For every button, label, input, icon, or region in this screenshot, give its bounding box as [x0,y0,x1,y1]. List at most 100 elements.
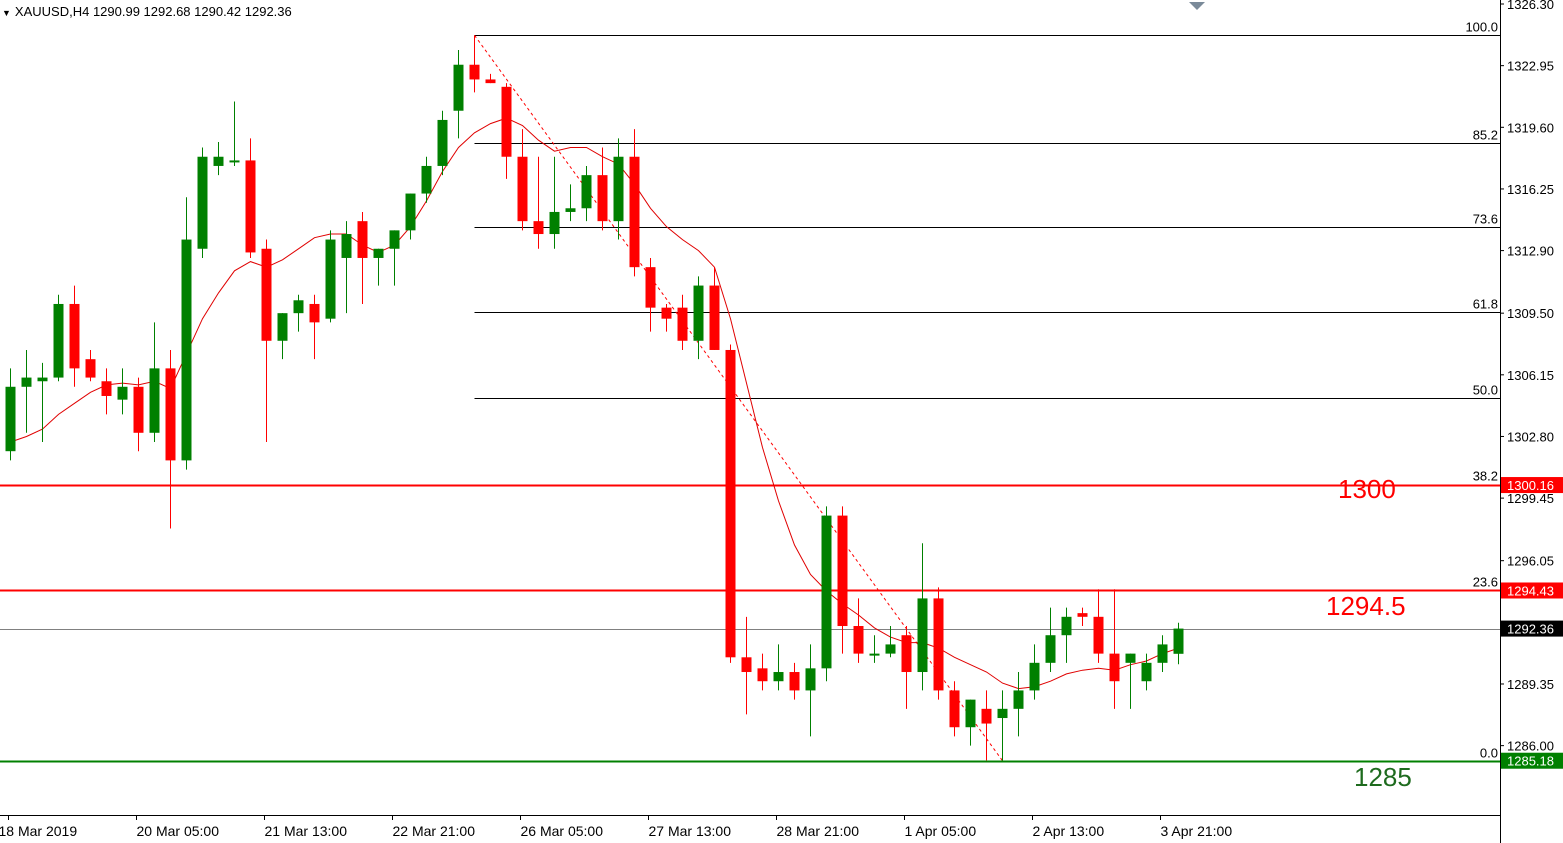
price-tick-label: 1326.30 [1507,0,1554,12]
time-tick-label: 2 Apr 13:00 [1033,823,1105,839]
annotation-1300: 1300 [1338,474,1396,504]
candle-body [917,598,928,673]
price-tick-label: 1309.50 [1507,306,1554,321]
candle-body [1125,653,1136,663]
candle-body [261,248,272,341]
candle-body [5,386,16,452]
candle-body [277,313,288,341]
price-tag-label: 1300.16 [1507,478,1554,493]
candle-body [821,515,832,669]
candle-body [453,64,464,111]
candle-body [101,381,112,396]
candle-body [517,156,528,222]
price-tick-label: 1312.90 [1507,244,1554,259]
price-tick-label: 1296.05 [1507,554,1554,569]
candle-body [1061,616,1072,636]
price-tag-box [1501,477,1563,494]
price-tick-label: 1322.95 [1507,59,1554,74]
candle-body [645,267,656,308]
candle-body [885,644,896,654]
candle-body [709,285,720,350]
candle-body [805,668,816,691]
candle-body [613,156,624,222]
fib-level-label: 73.6 [1473,212,1498,227]
fib-level-label: 85.2 [1473,128,1498,143]
time-tick-label: 22 Mar 21:00 [393,823,476,839]
candle-body [325,239,336,319]
time-tick-label: 26 Mar 05:00 [521,823,604,839]
candle-body [789,672,800,691]
candle-body [389,230,400,249]
candle-body [373,248,384,258]
price-tag-label: 1292.36 [1507,622,1554,637]
candle-body [1093,616,1104,654]
time-tick-label: 28 Mar 21:00 [777,823,860,839]
candle-body [837,515,848,627]
moving-average-line [10,117,1179,690]
candle-body [869,653,880,656]
price-tick-label: 1319.60 [1507,120,1554,135]
candle-body [581,175,592,209]
fib-level-label: 100.0 [1465,20,1498,35]
candle-body [197,156,208,249]
candle-body [773,672,784,682]
time-tick-label: 27 Mar 13:00 [649,823,732,839]
candle-body [741,657,752,673]
fib-level-label: 61.8 [1473,297,1498,312]
fib-level-label: 0.0 [1480,746,1498,761]
fib-level-label: 50.0 [1473,383,1498,398]
candle-body [213,156,224,166]
candle-body [501,86,512,157]
candle-body [1029,662,1040,691]
fib-level-label: 23.6 [1473,575,1498,590]
time-tick-label: 18 Mar 2019 [0,823,77,839]
scroll-marker-icon [1189,2,1205,10]
candle-body [997,708,1008,719]
candle-body [165,368,176,461]
candle-body [117,386,128,400]
fib-level-label: 38.2 [1473,469,1498,484]
time-tick-label: 3 Apr 21:00 [1161,823,1233,839]
time-tick-label: 20 Mar 05:00 [137,823,220,839]
candle-body [437,119,448,166]
time-tick-label: 21 Mar 13:00 [265,823,348,839]
candle-body [469,64,480,80]
candle-body [565,208,576,212]
candle-body [1109,653,1120,682]
price-tick-label: 1302.80 [1507,429,1554,444]
price-tick-label: 1286.00 [1507,739,1554,754]
candle-body [965,699,976,728]
candle-body [245,160,256,253]
price-tick-label: 1306.15 [1507,368,1554,383]
annotation-1285: 1285 [1354,762,1412,792]
annotation-1294-5: 1294.5 [1326,591,1406,621]
candle-body [629,156,640,268]
candle-body [1077,613,1088,617]
candle-body [757,668,768,682]
candle-body [661,307,672,319]
price-tick-label: 1299.45 [1507,491,1554,506]
candle-body [69,303,80,369]
candle-body [21,377,32,387]
candle-body [677,307,688,341]
candle-body [149,368,160,433]
price-tag-label: 1294.43 [1507,583,1554,598]
candle-body [597,175,608,222]
dropdown-arrow-icon[interactable]: ▼ [2,8,11,18]
symbol-header: ▼ XAUUSD,H4 1290.99 1292.68 1290.42 1292.… [2,4,292,19]
candle-body [1045,635,1056,663]
candle-body [901,635,912,673]
symbol-ohlc-text: XAUUSD,H4 1290.99 1292.68 1290.42 1292.3… [14,4,292,19]
candle-body [421,165,432,194]
candle-body [341,234,352,258]
candle-body [981,708,992,724]
candle-body [85,359,96,378]
price-tick-label: 1289.35 [1507,677,1554,692]
candle-body [1013,690,1024,709]
time-tick-label: 1 Apr 05:00 [905,823,977,839]
candle-body [533,221,544,235]
candle-body [53,303,64,378]
price-tag-label: 1285.18 [1507,754,1554,769]
candle-body [37,377,48,382]
